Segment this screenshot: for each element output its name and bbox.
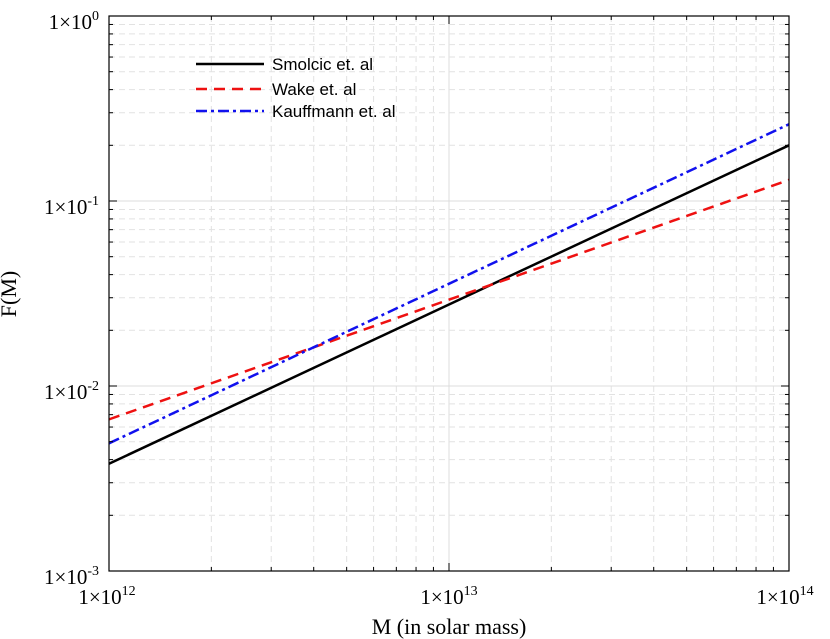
x-axis-label: M (in solar mass)	[372, 614, 527, 639]
tick-label-base: 1×10	[44, 565, 87, 589]
tick-label-base: 1×10	[756, 585, 799, 609]
y-tick-label: 1×10-3	[44, 564, 99, 589]
tick-label-exponent: -3	[87, 564, 99, 579]
series-line-kauffmann	[108, 123, 790, 445]
tick-labels: 1×1012 1×1013 1×10141×1001×10-11×10-21×10-…	[44, 9, 814, 609]
y-axis-label: F(M)	[0, 271, 21, 317]
tick-label-base: 1×10	[44, 195, 87, 219]
tick-label-exponent: 13	[464, 584, 478, 599]
x-tick-label: 1×1012	[78, 584, 135, 609]
x-tick-label: 1×1014	[756, 584, 813, 609]
y-tick-label: 1×10-2	[44, 379, 99, 404]
tick-label-exponent: -1	[87, 194, 99, 209]
tick-marks	[108, 16, 789, 572]
legend-label-kauffmann: Kauffmann et. al	[272, 102, 396, 121]
y-tick-label: 1×10-1	[44, 194, 99, 219]
legend: Smolcic et. al Wake et. al Kauffmann et.…	[196, 55, 396, 121]
tick-label-exponent: -2	[87, 379, 99, 394]
legend-label-wake: Wake et. al	[272, 80, 356, 99]
y-tick-label: 1×100	[49, 9, 99, 34]
tick-label-base: 1×10	[78, 585, 121, 609]
legend-label-smolcic: Smolcic et. al	[272, 55, 373, 74]
series-group	[108, 123, 790, 465]
tick-label-base: 1×10	[49, 10, 92, 34]
series-line-smolcic	[108, 144, 790, 465]
x-tick-label: 1×1013	[420, 584, 477, 609]
tick-label-exponent: 12	[122, 584, 136, 599]
tick-label-base: 1×10	[44, 380, 87, 404]
series-line-wake	[108, 178, 790, 421]
tick-label-exponent: 0	[92, 9, 99, 24]
tick-label-exponent: 14	[800, 584, 814, 599]
grid	[109, 16, 789, 571]
tick-label-base: 1×10	[420, 585, 463, 609]
